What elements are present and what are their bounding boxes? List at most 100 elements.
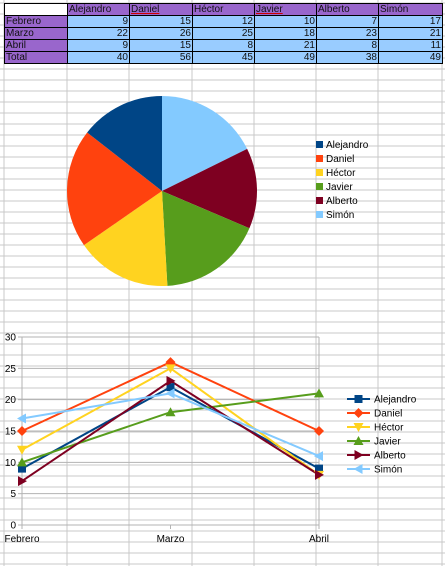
data-point xyxy=(166,383,175,392)
table-cell[interactable]: 7 xyxy=(316,15,379,28)
y-tick-label: 30 xyxy=(5,333,17,344)
legend-label: Alberto xyxy=(374,451,406,462)
data-point xyxy=(315,464,323,473)
legend-label: Daniel xyxy=(326,154,354,165)
legend-label: Alejandro xyxy=(374,395,417,406)
legend-label: Javier xyxy=(326,182,353,193)
legend-label: Héctor xyxy=(326,168,356,179)
row-label[interactable]: Febrero xyxy=(4,15,68,28)
table-cell[interactable]: 22 xyxy=(67,27,130,40)
legend-marker xyxy=(353,436,364,445)
column-header-label: Alejandro xyxy=(69,4,112,15)
y-tick-label: 20 xyxy=(5,395,17,406)
legend-marker xyxy=(353,464,363,474)
table-cell[interactable]: 21 xyxy=(254,39,317,52)
table-cell[interactable]: 25 xyxy=(192,27,255,40)
pie-chart: Alejandro Daniel Héctor Javier Alberto Simón xyxy=(66,96,369,287)
row-label[interactable]: Total xyxy=(4,51,68,64)
data-point xyxy=(18,464,26,473)
data-table: Alejandro Daniel Héctor Javier Alberto Simón F… xyxy=(4,3,443,64)
table-cell[interactable]: 11 xyxy=(378,39,443,52)
legend-swatch xyxy=(316,155,323,162)
y-tick-label: 15 xyxy=(5,427,17,438)
table-cell[interactable]: 40 xyxy=(67,51,130,64)
table-cell[interactable]: 49 xyxy=(254,51,317,64)
legend-swatch xyxy=(316,169,323,176)
data-point xyxy=(165,364,176,374)
column-header[interactable]: Daniel xyxy=(129,3,193,16)
pie-slice-daniel xyxy=(66,132,162,246)
table-cell[interactable]: 38 xyxy=(316,51,379,64)
row-label[interactable]: Abril xyxy=(4,39,68,52)
data-point xyxy=(314,451,323,462)
table-cell[interactable]: 10 xyxy=(254,15,317,28)
y-tick-label: 0 xyxy=(10,521,16,532)
row-label[interactable]: Marzo xyxy=(4,27,68,40)
legend-label: Simón xyxy=(326,210,354,221)
legend-marker xyxy=(353,423,364,432)
data-point xyxy=(17,457,27,467)
table-cell[interactable]: 56 xyxy=(129,51,193,64)
table-cell[interactable]: 49 xyxy=(378,51,443,64)
table-cell[interactable]: 45 xyxy=(192,51,255,64)
legend-label: Héctor xyxy=(374,423,404,434)
column-header[interactable]: Héctor xyxy=(192,3,255,16)
table-cell[interactable]: 9 xyxy=(67,39,130,52)
legend-marker xyxy=(354,395,363,403)
line-chart: 0 5 10 15 20 25 30 Febrero Marzo Abril Alejandro Da… xyxy=(4,333,417,546)
data-point xyxy=(315,469,324,480)
table-cell[interactable]: 8 xyxy=(316,39,379,52)
column-header-label: Simón xyxy=(380,4,409,15)
table-cell[interactable]: 15 xyxy=(129,39,193,52)
data-point xyxy=(18,476,27,487)
table-cell[interactable]: 8 xyxy=(192,39,255,52)
pie-slice-héctor xyxy=(83,191,168,287)
table-cell[interactable]: 9 xyxy=(67,15,130,28)
table-cell[interactable]: 15 xyxy=(129,15,193,28)
column-header[interactable]: Alberto xyxy=(316,3,379,16)
legend-swatch xyxy=(316,211,323,218)
table-cell[interactable]: 23 xyxy=(316,27,379,40)
table-row: Total 40 56 45 49 38 49 xyxy=(4,51,443,64)
column-header[interactable]: Javier xyxy=(254,3,317,16)
data-point xyxy=(17,445,27,455)
x-tick-label: Febrero xyxy=(4,534,39,545)
table-cell[interactable]: 17 xyxy=(378,15,443,28)
legend-label: Daniel xyxy=(374,409,402,420)
data-point xyxy=(314,388,324,398)
table-row: Abril 9 15 8 21 8 11 xyxy=(4,39,443,52)
pie-slice-alberto xyxy=(162,148,257,229)
legend-swatch xyxy=(316,183,323,190)
column-header[interactable]: Alejandro xyxy=(67,3,130,16)
data-point xyxy=(17,413,26,424)
legend-label: Javier xyxy=(374,437,401,448)
table-header-row: Alejandro Daniel Héctor Javier Alberto Simón xyxy=(4,3,443,16)
legend-label: Alejandro xyxy=(326,140,369,151)
table-cell[interactable]: 21 xyxy=(378,27,443,40)
pie-slice-simón xyxy=(162,96,248,191)
legend-swatch xyxy=(316,141,323,148)
legend-label: Alberto xyxy=(326,196,358,207)
pie-slice-javier xyxy=(162,191,250,286)
column-header[interactable]: Simón xyxy=(378,3,443,16)
table-cell[interactable]: 12 xyxy=(192,15,255,28)
pie-slice-alejandro xyxy=(87,96,162,191)
table-row: Marzo 22 26 25 18 23 21 xyxy=(4,27,443,40)
legend-marker xyxy=(354,450,364,460)
column-header-label: Daniel xyxy=(131,4,160,15)
column-header-label: Héctor xyxy=(194,4,224,15)
legend-label: Simón xyxy=(374,465,402,476)
table-row: Febrero 9 15 12 10 7 17 xyxy=(4,15,443,28)
data-point xyxy=(314,426,324,436)
table-corner-cell[interactable] xyxy=(4,3,68,16)
y-tick-label: 25 xyxy=(5,364,17,375)
legend-marker xyxy=(353,408,364,418)
data-point xyxy=(165,388,175,399)
table-cell[interactable]: 26 xyxy=(129,27,193,40)
x-tick-label: Abril xyxy=(309,534,329,545)
x-tick-label: Marzo xyxy=(157,534,185,545)
data-point xyxy=(17,426,27,436)
data-point xyxy=(165,407,176,417)
table-cell[interactable]: 18 xyxy=(254,27,317,40)
column-header-label: Javier xyxy=(256,4,283,15)
